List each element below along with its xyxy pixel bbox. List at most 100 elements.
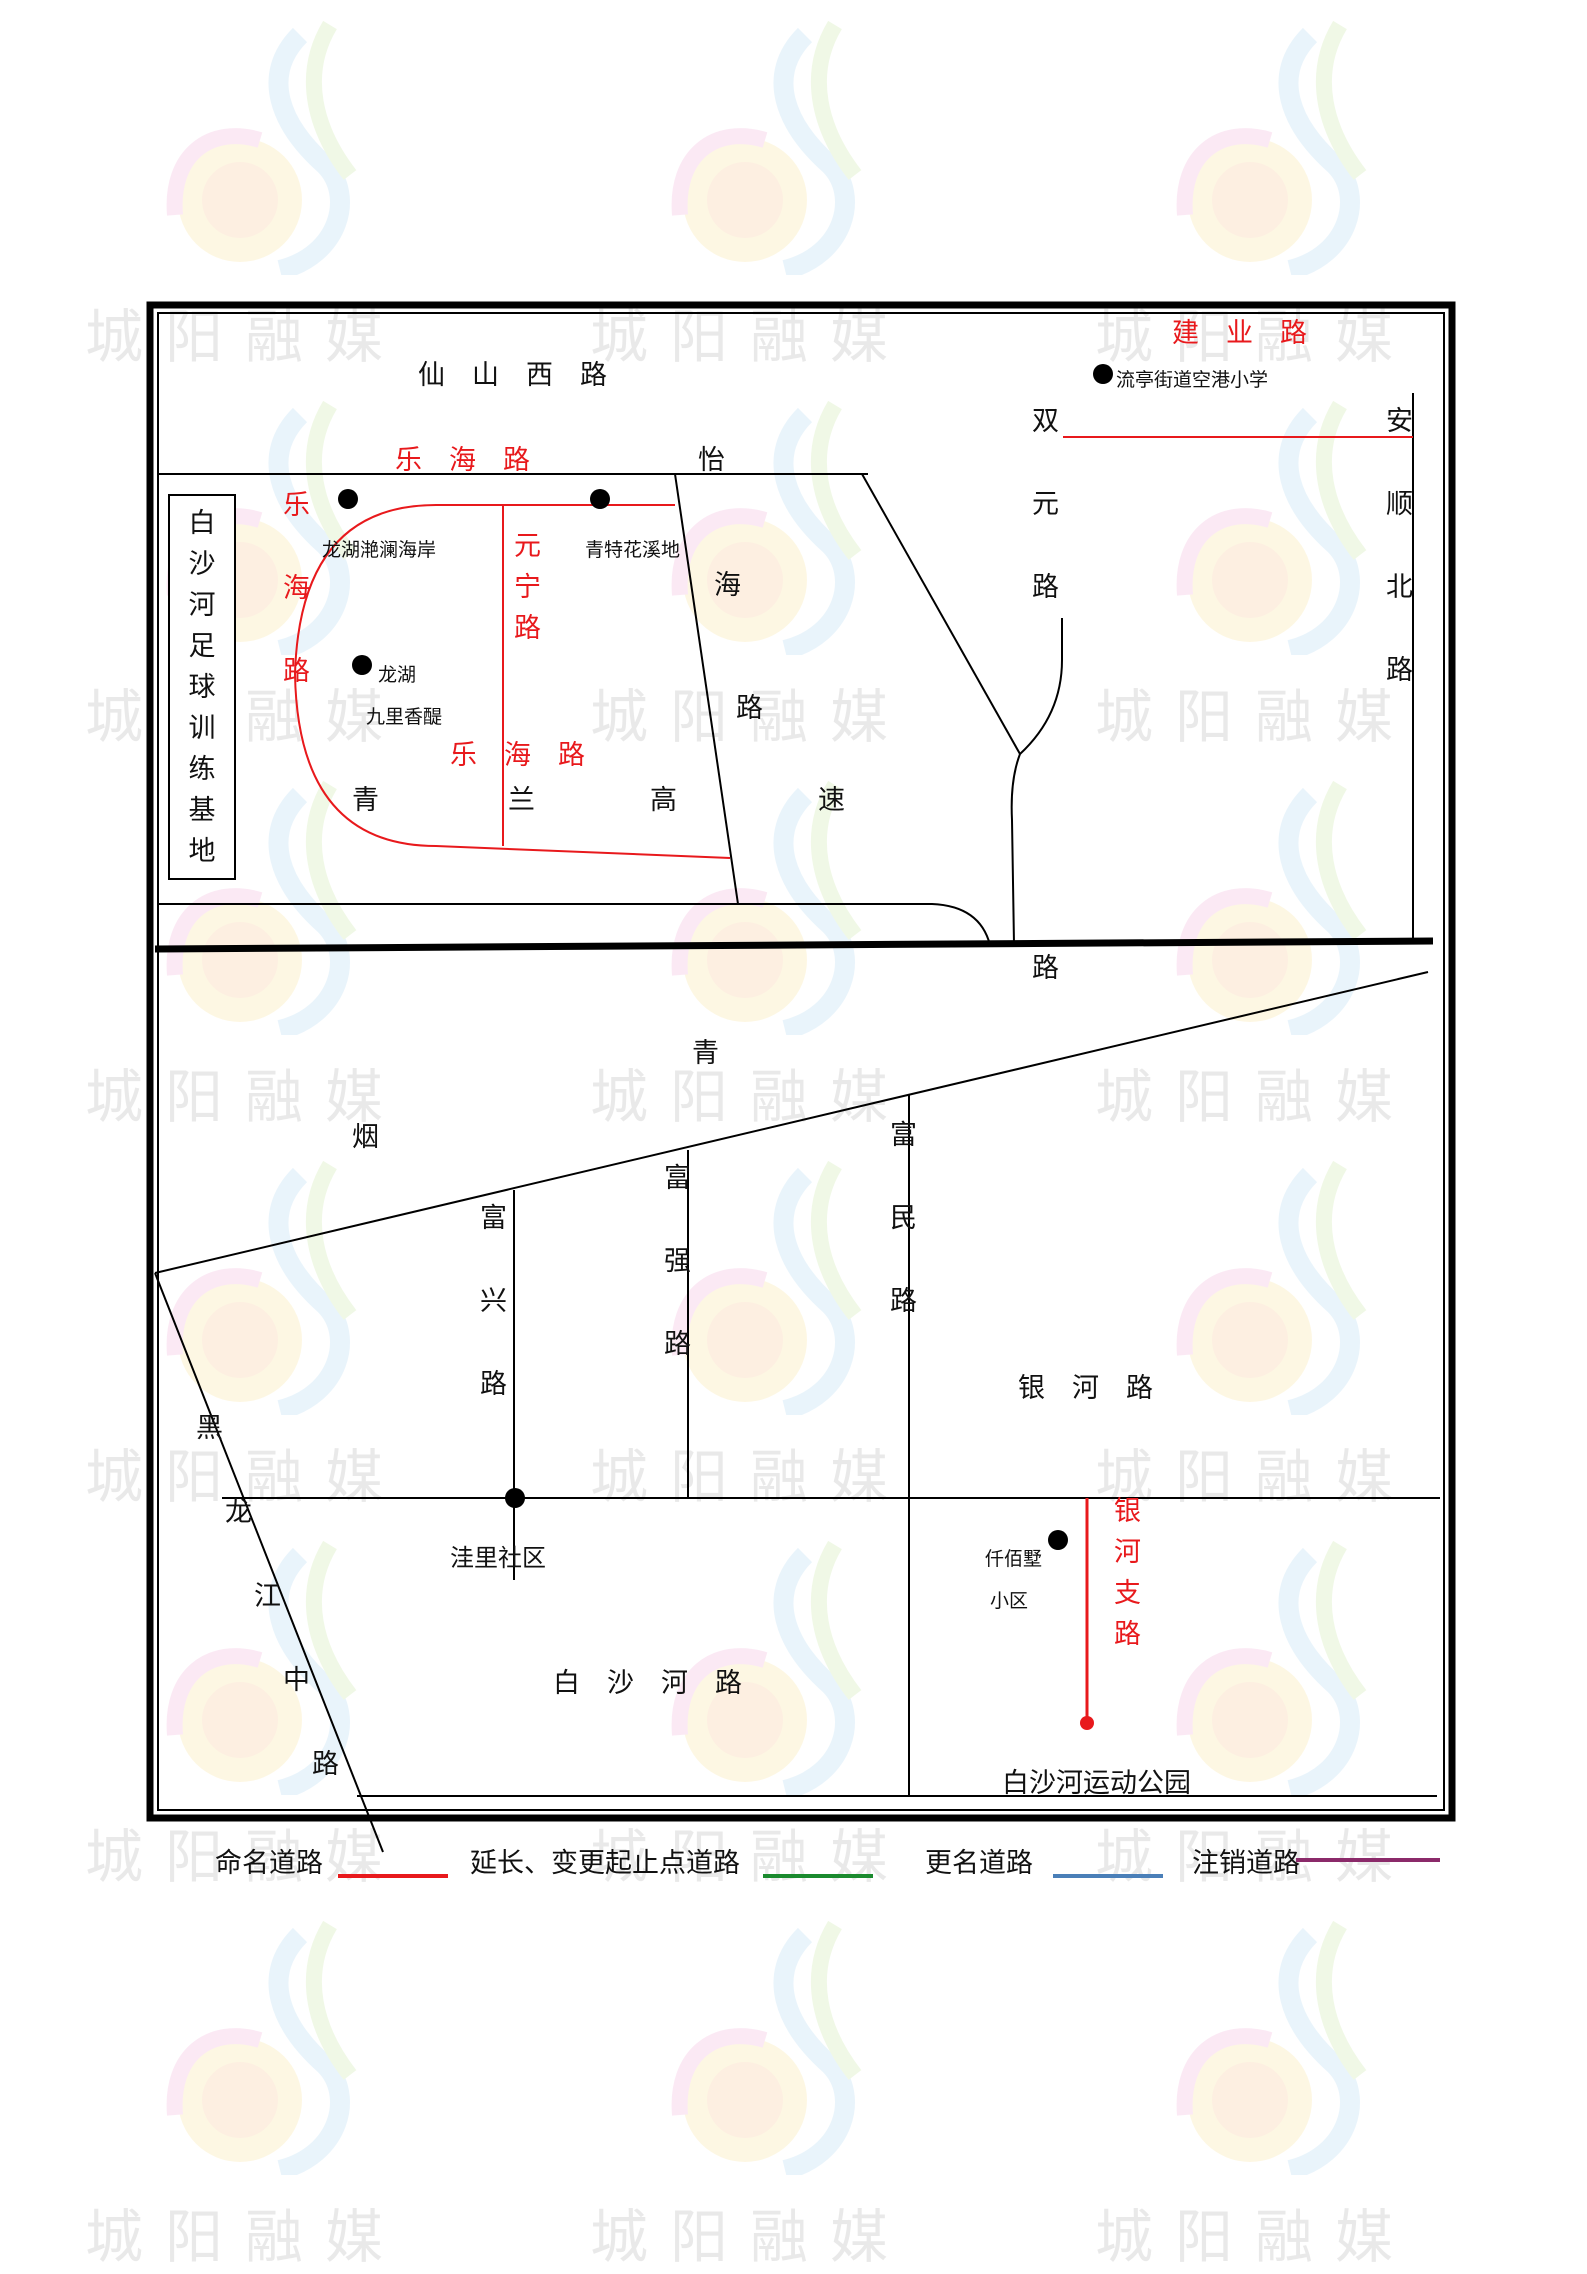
road-south-of-lehai bbox=[158, 903, 991, 946]
watermark-text: 城阳融媒 bbox=[590, 1063, 911, 1131]
label-qingyan-2: 烟 bbox=[352, 1122, 379, 1153]
watermark-logo-icon bbox=[671, 1160, 862, 1415]
watermark-text: 城阳融媒 bbox=[85, 303, 406, 371]
qinglan-expressway bbox=[154, 937, 1434, 953]
label-qinglan-lan: 兰 bbox=[508, 785, 535, 816]
football-base-char: 地 bbox=[188, 836, 216, 867]
poi-dot-qianxin[interactable] bbox=[1048, 1530, 1068, 1550]
label-longhu-lanhai: 龙湖滟澜海岸 bbox=[322, 539, 437, 561]
v-lehai-left-char: 乐 bbox=[283, 490, 310, 521]
v-anshun-char: 安 bbox=[1386, 406, 1413, 437]
label-xianshan-west-road: 仙 山 西 路 bbox=[418, 360, 607, 391]
watermark-logo-icon bbox=[671, 400, 862, 655]
v-anshun-char: 路 bbox=[1386, 655, 1413, 686]
legend-label-renamed: 更名道路 bbox=[925, 1848, 1033, 1879]
football-base-char: 基 bbox=[188, 795, 216, 826]
label-yihai-road-2: 海 bbox=[714, 570, 741, 601]
label-lehai-road-top: 乐 海 路 bbox=[395, 445, 530, 476]
v-yinhe-branch-char: 支 bbox=[1114, 1578, 1141, 1609]
football-base-char: 白 bbox=[188, 508, 216, 539]
v-yinhe-branch-char: 路 bbox=[1114, 1619, 1141, 1650]
v-shuangyuan-char: 双 bbox=[1032, 406, 1059, 437]
football-base-char: 练 bbox=[188, 754, 216, 785]
label-yuanning-road: 元宁路 bbox=[514, 533, 541, 642]
v-fuqiang-char: 路 bbox=[664, 1329, 691, 1360]
label-lehai-road-left: 乐海路 bbox=[283, 492, 310, 685]
v-anshun-char: 顺 bbox=[1386, 489, 1413, 520]
legend-label-named: 命名道路 bbox=[215, 1848, 323, 1879]
label-fuqiang-road: 富强路 bbox=[664, 1165, 691, 1358]
v-fumin-char: 富 bbox=[890, 1120, 917, 1151]
football-base-char: 训 bbox=[188, 713, 216, 744]
football-base-box: 白沙河足球训练基地 bbox=[168, 494, 236, 880]
watermark-text: 城阳融媒 bbox=[85, 1063, 406, 1131]
label-fumin-road: 富民路 bbox=[890, 1122, 917, 1315]
watermark-logo-icon bbox=[671, 780, 862, 1035]
football-base-char: 河 bbox=[188, 590, 216, 621]
qingyan-road bbox=[154, 971, 1429, 1274]
v-yinhe-branch-char: 银 bbox=[1114, 1496, 1141, 1527]
label-qinglan-qing: 青 bbox=[352, 785, 379, 816]
watermark-logo-icon bbox=[671, 20, 862, 275]
label-shuangyuan-road: 双元路 bbox=[1032, 408, 1059, 601]
v-shuangyuan-char: 元 bbox=[1032, 489, 1059, 520]
poi-dot-wali[interactable] bbox=[505, 1488, 525, 1508]
label-wali-community: 洼里社区 bbox=[450, 1544, 546, 1572]
watermark-text: 城阳融媒 bbox=[1095, 683, 1416, 751]
label-qinglan-su: 速 bbox=[818, 785, 845, 816]
label-fuxing-road: 富兴路 bbox=[480, 1205, 507, 1398]
poi-dot-qingte[interactable] bbox=[590, 489, 610, 509]
watermark-text: 城阳融媒 bbox=[590, 303, 911, 371]
v-anshun-char: 北 bbox=[1386, 572, 1413, 603]
poi-dot-longhu-lanhai[interactable] bbox=[338, 489, 358, 509]
label-qinglan-gao: 高 bbox=[650, 785, 677, 816]
v-yuanning-char: 宁 bbox=[514, 572, 541, 603]
football-base-char: 沙 bbox=[188, 549, 216, 580]
v-fuxing-char: 路 bbox=[480, 1369, 507, 1400]
label-jiuli-xiangti: 九里香醍 bbox=[366, 706, 443, 728]
watermark-logo-icon bbox=[166, 780, 357, 1035]
watermark-logo-icon bbox=[166, 1540, 357, 1795]
legend-label-extended: 延长、变更起止点道路 bbox=[470, 1848, 740, 1879]
watermark-logo-icon bbox=[1176, 1160, 1367, 1415]
watermark-text: 城阳融媒 bbox=[1095, 1443, 1416, 1511]
label-qianxin-2: 小区 bbox=[990, 1590, 1029, 1612]
watermark-logo-icon bbox=[671, 1920, 862, 2175]
map-frame-outer bbox=[146, 301, 1456, 1822]
label-anshun-north-road: 安顺北路 bbox=[1386, 408, 1413, 684]
label-qianxin-1: 仟佰墅 bbox=[985, 1548, 1043, 1570]
v-yuanning-char: 元 bbox=[514, 531, 541, 562]
heilongjiang-road-char: 黑 bbox=[196, 1413, 223, 1444]
label-jianye-road: 建 业 路 bbox=[1172, 318, 1307, 349]
shuangyuan-road bbox=[1010, 618, 1063, 945]
watermark-text: 城阳融媒 bbox=[1095, 1063, 1416, 1131]
label-qingyan-1: 青 bbox=[692, 1038, 719, 1069]
label-qinglan-lu: 路 bbox=[1032, 953, 1059, 984]
watermark-logo-icon bbox=[1176, 400, 1367, 655]
football-base-label: 白沙河足球训练基地 bbox=[170, 510, 234, 865]
yihai-road bbox=[674, 473, 739, 905]
poi-dot-longhu-jiuli[interactable] bbox=[352, 655, 372, 675]
heilongjiang-middle-road bbox=[154, 1272, 384, 1853]
watermark-logo-icon bbox=[166, 1920, 357, 2175]
label-qingte-xixi: 青特花溪地 bbox=[585, 539, 681, 561]
watermark-text: 城阳融媒 bbox=[85, 1443, 406, 1511]
legend-label-cancelled: 注销道路 bbox=[1192, 1848, 1300, 1879]
yinhe-branch-end bbox=[1080, 1716, 1094, 1730]
diagonal-road-ne bbox=[861, 473, 1021, 755]
label-sports-park: 白沙河运动公园 bbox=[1002, 1768, 1191, 1799]
watermark-text: 城阳融媒 bbox=[590, 1823, 911, 1891]
football-base-char: 球 bbox=[188, 672, 216, 703]
v-fuxing-char: 富 bbox=[480, 1203, 507, 1234]
label-lehai-road-inner: 乐 海 路 bbox=[450, 740, 585, 771]
watermark-logo-icon bbox=[1176, 1920, 1367, 2175]
poi-dot-school[interactable] bbox=[1093, 364, 1113, 384]
watermark-logo-icon bbox=[1176, 1540, 1367, 1795]
v-lehai-left-char: 海 bbox=[283, 573, 310, 604]
v-fumin-char: 民 bbox=[890, 1203, 917, 1234]
lehai-road-loop bbox=[293, 504, 731, 859]
v-fuqiang-char: 富 bbox=[664, 1163, 691, 1194]
heilongjiang-road-char: 中 bbox=[283, 1665, 310, 1696]
v-yinhe-branch-char: 河 bbox=[1114, 1537, 1141, 1568]
label-yihai-road-3: 路 bbox=[736, 693, 763, 724]
